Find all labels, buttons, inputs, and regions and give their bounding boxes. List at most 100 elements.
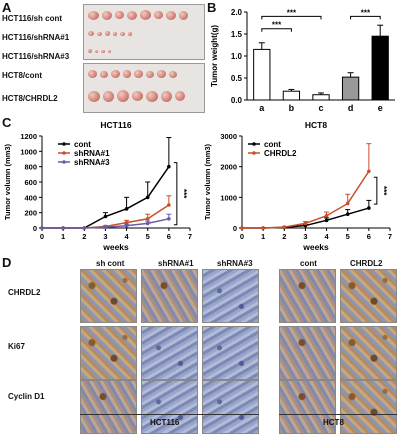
y-axis-label: Tumor volumn (mm3) bbox=[3, 143, 12, 220]
bar bbox=[371, 35, 389, 101]
x-tick-label: 3 bbox=[103, 232, 107, 241]
ihc-column-label: shRNA#1 bbox=[158, 259, 194, 268]
tumor bbox=[88, 70, 97, 78]
x-tick-label: 7 bbox=[388, 232, 392, 241]
significance-bracket bbox=[261, 28, 292, 32]
panel-letter-c: C bbox=[2, 115, 12, 130]
bar bbox=[282, 90, 301, 101]
x-tick-label: 1 bbox=[61, 232, 65, 241]
group-underline-hct116 bbox=[80, 414, 259, 415]
tumor-row bbox=[88, 31, 132, 36]
y-tick-label: 1000 bbox=[220, 193, 237, 202]
legend-marker bbox=[62, 142, 66, 146]
tumor bbox=[134, 70, 143, 78]
y-tick-label: 1.5 bbox=[231, 30, 243, 39]
tumor bbox=[146, 90, 158, 102]
tumor bbox=[88, 90, 100, 102]
ihc-image bbox=[279, 380, 336, 434]
y-tick-label: 0.5 bbox=[231, 74, 243, 83]
tumor bbox=[120, 31, 125, 36]
tumor bbox=[102, 10, 112, 20]
significance-bracket bbox=[261, 15, 322, 20]
x-tick-label: 7 bbox=[188, 232, 192, 241]
hct8-volume-line-chart: HCT8 0 1000 2000 3000 0 1 2 3 4 5 6 7 weeks Tumor volu… bbox=[203, 120, 392, 252]
x-tick-label: 4 bbox=[324, 232, 329, 241]
data-point bbox=[167, 203, 171, 207]
tumor bbox=[88, 10, 99, 20]
tumor bbox=[157, 70, 166, 78]
x-tick-label: b bbox=[289, 103, 295, 113]
x-tick-label: a bbox=[259, 103, 265, 113]
data-point bbox=[167, 217, 171, 221]
x-tick-label: 6 bbox=[167, 232, 171, 241]
significance-label: *** bbox=[361, 8, 371, 17]
ihc-group-label: HCT116 bbox=[150, 418, 180, 427]
legend-marker bbox=[62, 151, 66, 155]
tumor bbox=[113, 31, 117, 36]
tumor-row bbox=[88, 90, 185, 102]
legend-label: shRNA#3 bbox=[74, 158, 110, 167]
data-point bbox=[103, 214, 108, 219]
legend-label: shRNA#1 bbox=[74, 149, 110, 158]
tumor bbox=[146, 70, 154, 78]
ihc-group-label: HCT8 bbox=[323, 418, 344, 427]
x-tick-label: 0 bbox=[240, 232, 244, 241]
tumor bbox=[127, 10, 137, 20]
tumor-row bbox=[88, 70, 177, 78]
significance-bracket bbox=[173, 162, 178, 226]
x-tick-label: e bbox=[378, 103, 383, 113]
tumor-row-label: HCT116/shRNA#3 bbox=[2, 52, 70, 61]
data-point bbox=[261, 226, 265, 230]
legend-label: CHRDL2 bbox=[264, 149, 297, 158]
tumor-row-label: HCT116/sh cont bbox=[2, 14, 63, 23]
tumor bbox=[123, 70, 131, 78]
tumor bbox=[132, 91, 143, 101]
ihc-column-label: sh cont bbox=[96, 259, 125, 268]
tumor bbox=[154, 11, 163, 19]
data-point bbox=[145, 221, 150, 226]
data-point bbox=[367, 169, 371, 174]
data-point bbox=[145, 195, 150, 200]
data-point bbox=[345, 212, 350, 216]
series-line bbox=[42, 166, 170, 229]
ihc-image bbox=[80, 380, 137, 434]
tumor bbox=[108, 49, 111, 53]
ihc-image bbox=[202, 269, 259, 323]
ihc-image bbox=[340, 380, 397, 434]
y-tick-label: 200 bbox=[24, 209, 37, 218]
data-point bbox=[40, 226, 44, 230]
data-point bbox=[124, 223, 129, 228]
x-tick-label: 5 bbox=[146, 232, 150, 241]
tumor bbox=[95, 49, 98, 53]
data-point bbox=[303, 221, 308, 226]
tumor bbox=[97, 31, 102, 36]
data-point bbox=[167, 164, 171, 169]
y-tick-label: 1000 bbox=[20, 147, 37, 156]
x-tick-label: d bbox=[348, 103, 354, 113]
ihc-row-label: Ki67 bbox=[8, 342, 25, 351]
x-tick-label: 6 bbox=[367, 232, 371, 241]
x-tick-label: c bbox=[318, 103, 323, 113]
legend-marker bbox=[252, 142, 256, 146]
ihc-column-label: cont bbox=[300, 259, 317, 268]
tumor bbox=[115, 11, 124, 19]
data-point bbox=[145, 217, 150, 221]
ihc-column-label: CHRDL2 bbox=[350, 259, 383, 268]
tumor-row-label: HCT8/CHRDL2 bbox=[2, 94, 58, 103]
tumor bbox=[140, 10, 151, 20]
y-tick-label: 2000 bbox=[220, 163, 237, 172]
x-tick-label: 2 bbox=[82, 232, 86, 241]
tumor-row bbox=[88, 10, 188, 20]
series-line bbox=[242, 170, 370, 229]
ihc-image bbox=[202, 326, 259, 380]
data-point bbox=[367, 206, 371, 210]
tumor bbox=[111, 70, 120, 78]
ihc-image bbox=[279, 269, 336, 323]
legend-label: cont bbox=[74, 140, 91, 149]
ihc-image bbox=[80, 269, 137, 323]
tumor bbox=[105, 31, 110, 36]
data-point bbox=[240, 226, 244, 230]
bar bbox=[341, 76, 360, 101]
data-point bbox=[82, 226, 87, 230]
bar bbox=[312, 94, 330, 101]
